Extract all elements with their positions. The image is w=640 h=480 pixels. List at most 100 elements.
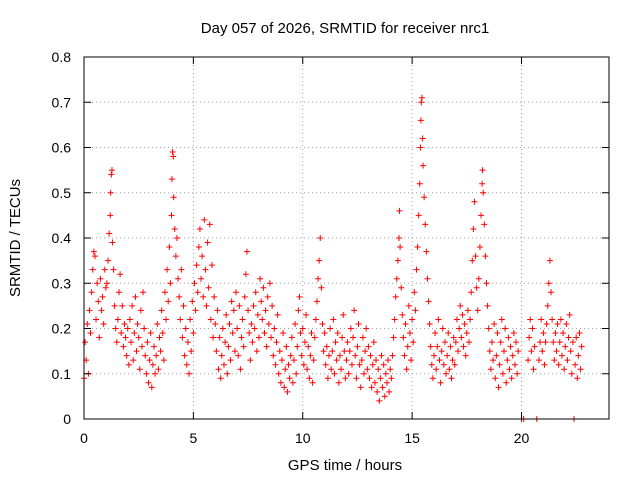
data-point [217,375,224,382]
data-point [265,320,272,327]
data-point [425,298,432,305]
data-point [140,289,147,296]
data-point [168,212,175,219]
data-point [441,339,448,346]
data-point [502,325,509,332]
data-point [239,316,246,323]
data-point [473,284,480,291]
data-point [293,370,300,377]
data-point [479,167,486,174]
data-point [282,366,289,373]
data-point [488,339,495,346]
data-point [482,253,489,260]
data-point [446,366,453,373]
data-point [84,320,91,327]
plot-frame [83,56,610,420]
data-point [252,289,259,296]
data-point [141,325,148,332]
data-point [101,266,108,273]
data-point [120,343,127,350]
data-point [247,357,254,364]
data-point [319,320,326,327]
data-point [262,307,269,314]
data-point [215,366,222,373]
data-point [508,375,515,382]
data-point [147,330,154,337]
data-point [569,339,576,346]
data-point [228,298,235,305]
data-point [205,284,212,291]
data-point [366,375,373,382]
data-point [218,352,225,359]
data-point [353,375,360,382]
data-point [460,343,467,350]
data-point [557,316,564,323]
data-point [540,330,547,337]
data-point [530,366,537,373]
data-point [453,316,460,323]
data-point [133,348,140,355]
data-point [431,352,437,359]
data-point [351,307,358,314]
y-tick-label: 0.7 [52,94,72,110]
data-point [542,339,549,346]
data-point [230,307,237,314]
data-point [391,316,398,323]
data-point [114,316,121,323]
y-tick-label: 0.3 [52,275,72,291]
data-point [539,348,546,355]
data-point [94,280,101,287]
data-point [201,216,208,223]
data-point [272,361,279,368]
data-point [285,361,292,368]
data-point [544,302,551,309]
data-point [421,194,428,201]
data-point [402,320,409,327]
data-point [527,316,534,323]
data-point [109,239,116,246]
data-point [390,334,397,341]
data-point [103,280,110,287]
data-point [166,244,173,251]
data-point [432,330,439,337]
data-point [438,348,445,355]
data-point [393,275,400,282]
x-tick-label: 5 [189,430,197,446]
data-point [409,316,416,323]
data-point [419,135,426,142]
data-point [111,302,118,309]
data-point [109,167,115,174]
data-point [345,370,352,377]
data-point [484,302,491,309]
data-point [435,316,442,323]
data-point [413,266,420,273]
data-point [165,298,172,305]
data-point [196,225,203,232]
data-point [487,366,494,373]
data-point [554,320,561,327]
data-point [574,375,581,382]
data-point [105,257,112,264]
data-point [380,361,387,368]
data-point [176,293,183,300]
data-point [243,248,250,255]
data-point [98,307,105,314]
data-point [439,325,446,332]
data-point [287,352,294,359]
data-point [412,307,419,314]
data-point [223,311,230,318]
y-tick-label: 0.2 [52,321,72,337]
data-point [149,361,156,368]
data-point [89,266,96,273]
data-point [491,320,498,327]
data-point [124,325,131,332]
data-point [450,334,457,341]
data-point [350,334,357,341]
data-point [338,366,345,373]
data-point [573,334,580,341]
data-point [270,352,277,359]
data-points [81,94,585,422]
x-tick-label: 10 [295,430,311,446]
data-point [96,334,103,341]
